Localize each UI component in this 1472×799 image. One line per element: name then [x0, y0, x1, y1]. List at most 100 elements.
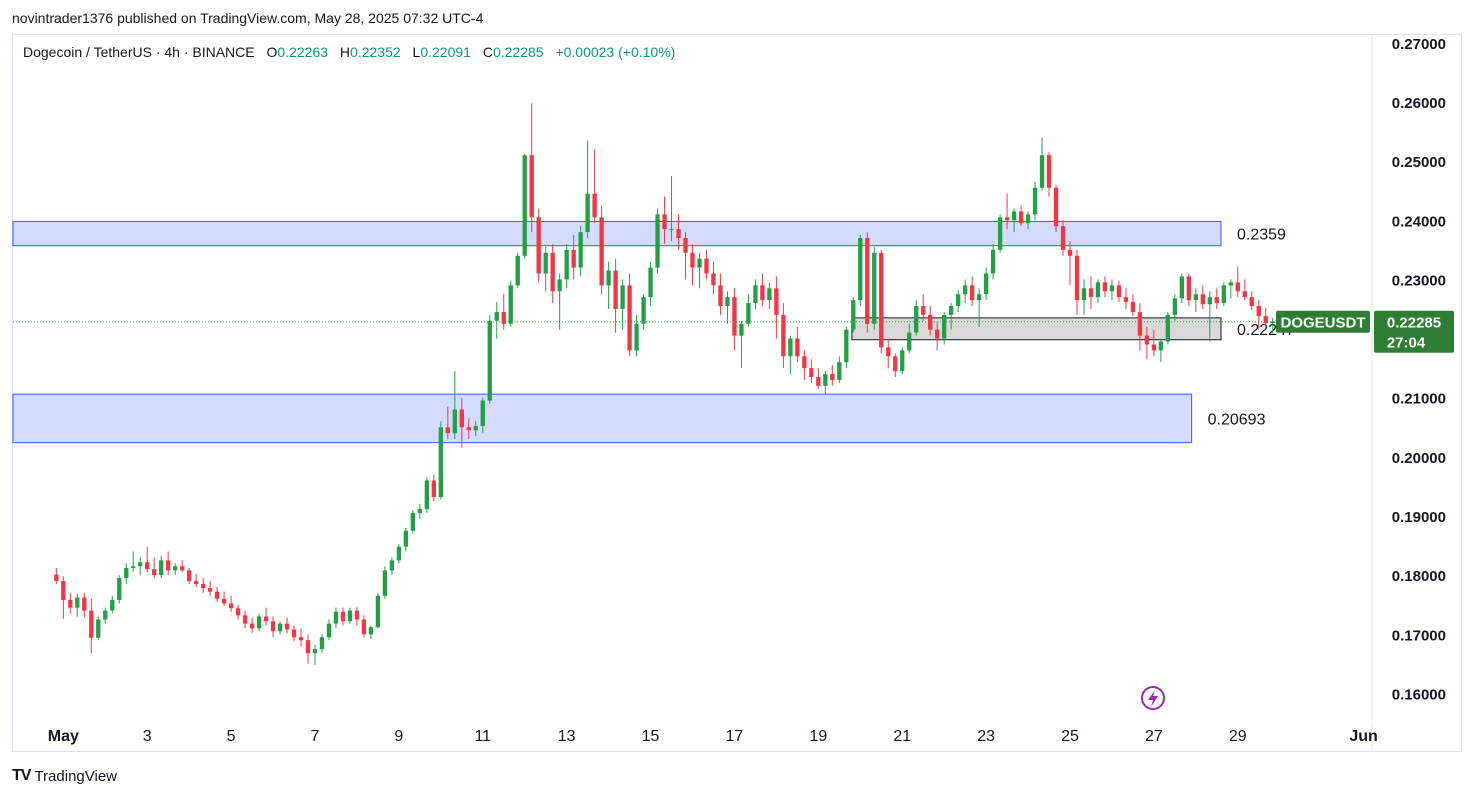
candle-body	[1025, 214, 1031, 224]
candle-body	[634, 323, 639, 351]
candle	[557, 273, 562, 330]
candle	[1221, 282, 1226, 307]
candle-body	[809, 368, 814, 377]
candle	[585, 140, 590, 239]
candle-body	[900, 350, 905, 372]
candle-body	[494, 311, 499, 321]
candle	[529, 103, 534, 233]
candle-body	[228, 603, 234, 609]
x-tick-label: 13	[558, 728, 576, 745]
candle	[851, 297, 856, 333]
x-tick-label: 3	[143, 728, 152, 745]
candle-body	[795, 338, 800, 357]
candle-body	[942, 314, 947, 339]
candle	[592, 149, 597, 224]
candle	[1116, 280, 1122, 302]
candle-body	[676, 229, 681, 239]
candle	[159, 556, 164, 579]
candle-body	[1116, 285, 1122, 298]
candle	[983, 267, 989, 301]
candle	[739, 320, 744, 369]
candle	[312, 644, 318, 666]
candle	[627, 273, 632, 357]
lower-demand-zone-label: 0.20693	[1208, 411, 1266, 428]
candle	[760, 273, 765, 307]
candle	[1039, 137, 1045, 191]
candle	[774, 276, 779, 339]
symbol-badge-text: DOGEUSDT	[1280, 315, 1365, 332]
candle	[802, 350, 807, 380]
candle	[89, 598, 94, 654]
candle	[997, 214, 1003, 253]
candle-body	[1186, 276, 1192, 301]
candle-body	[152, 569, 157, 576]
y-tick-label: 0.25000	[1392, 154, 1446, 171]
x-tick-label: 9	[394, 728, 403, 745]
candle	[1011, 208, 1017, 233]
candle	[166, 551, 171, 576]
candle-body	[410, 513, 416, 531]
candle	[823, 371, 828, 395]
y-tick-label: 0.17000	[1392, 627, 1446, 644]
tradingview-logo[interactable]: TV TradingView	[12, 767, 117, 785]
candle-body	[103, 610, 108, 620]
candle-body	[186, 570, 192, 582]
symbol-badge	[1276, 310, 1370, 333]
candle	[1004, 193, 1010, 230]
candle-body	[221, 598, 227, 604]
candle-body	[1200, 294, 1206, 305]
candle-body	[1123, 297, 1129, 302]
candle	[340, 607, 346, 626]
candle	[746, 294, 751, 327]
x-tick-label: 5	[227, 728, 236, 745]
candle-body	[865, 238, 870, 324]
candle-body	[893, 356, 898, 372]
candle-body	[928, 314, 933, 330]
candle	[1081, 279, 1087, 315]
candle	[1109, 279, 1115, 301]
candle-body	[788, 338, 793, 357]
candle-body	[851, 300, 856, 330]
candle-body	[96, 619, 101, 638]
legend-symbol[interactable]: Dogecoin / TetherUS · 4h · BINANCE	[23, 44, 255, 60]
candle	[459, 397, 464, 448]
candle-body	[277, 623, 283, 632]
candle	[466, 418, 471, 440]
candle-body	[326, 623, 332, 638]
legend-change-value: +0.00023 (+0.10%)	[555, 44, 676, 60]
candle	[928, 306, 933, 336]
candle	[543, 246, 548, 292]
candle	[969, 276, 975, 307]
candle	[305, 634, 311, 664]
candle-body	[760, 285, 765, 301]
candle-body	[648, 267, 653, 298]
candle-body	[522, 155, 527, 256]
candle	[82, 592, 87, 618]
candle-body	[907, 332, 912, 351]
candle-body	[368, 627, 374, 635]
candle-body	[823, 374, 828, 386]
candle	[1214, 288, 1219, 309]
candle	[634, 314, 639, 357]
candle	[1263, 307, 1268, 327]
y-tick-label: 0.19000	[1392, 509, 1446, 526]
candle-body	[270, 621, 276, 632]
candle	[249, 617, 255, 634]
publisher-caption: novintrader1376 published on TradingView…	[12, 10, 484, 26]
candle-body	[438, 427, 443, 498]
candle-body	[711, 273, 716, 286]
candle-body	[1039, 155, 1045, 188]
candle	[186, 568, 192, 584]
candle-body	[179, 566, 185, 571]
candle-body	[396, 546, 402, 561]
candle	[1060, 220, 1066, 256]
candle	[473, 421, 478, 437]
candle	[375, 592, 381, 629]
lightning-alert-icon[interactable]	[1141, 686, 1165, 710]
candle-body	[955, 294, 961, 307]
candle	[1144, 326, 1150, 360]
candle	[955, 290, 961, 312]
candle-body	[606, 270, 611, 286]
candle-body	[173, 566, 178, 571]
